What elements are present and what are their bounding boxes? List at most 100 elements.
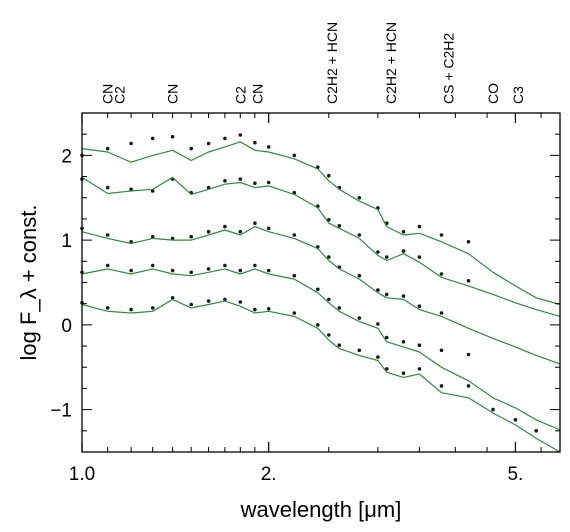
observed-data-point [266, 307, 271, 311]
axis-ticks: 1.0 2. 5. 2 1 0 −1 [50, 112, 560, 485]
observed-data-point [238, 177, 243, 181]
observed-data-point [238, 229, 243, 234]
observed-data-point [357, 233, 362, 237]
x-tick-label: 1.0 [69, 464, 95, 485]
observed-data-point [513, 418, 518, 422]
observed-data-point [439, 233, 444, 237]
observed-data-point [223, 179, 227, 183]
observed-data-point [129, 268, 133, 273]
observed-data-point [327, 218, 331, 222]
observed-data-point [466, 384, 471, 388]
observed-data-point [417, 304, 422, 309]
feature-label: C2 [232, 86, 248, 104]
y-axis-title: log F_λ + const. [16, 205, 41, 361]
x-axis-title: wavelength [μm] [240, 497, 402, 522]
observed-data-point [105, 146, 110, 151]
observed-data-point [170, 236, 175, 241]
observed-data-point [316, 287, 320, 292]
x-tick-label: 2. [261, 464, 277, 485]
observed-data-point [417, 367, 422, 371]
observed-data-point [534, 429, 538, 433]
observed-data-point [253, 140, 257, 145]
observed-data-point [150, 136, 155, 141]
observed-data-point [376, 250, 380, 254]
observed-data-point [253, 221, 257, 225]
observed-data-point [401, 229, 406, 234]
observed-data-point [384, 292, 389, 297]
observed-data-point [189, 146, 193, 151]
observed-data-point [401, 340, 406, 344]
observed-data-point [150, 263, 155, 268]
observed-data-point [384, 367, 389, 371]
observed-data-point [292, 153, 297, 158]
plot-frame [81, 112, 561, 453]
feature-label: C2H2 + HCN [324, 22, 340, 104]
observed-data-point [105, 233, 110, 237]
model-spectrum-line [81, 141, 561, 306]
observed-data-point [384, 255, 389, 259]
observed-data-point [376, 322, 380, 326]
observed-data-point [189, 302, 193, 307]
series-group [80, 133, 561, 453]
observed-data-point [105, 263, 110, 268]
observed-data-point [223, 136, 227, 141]
feature-label: CN [250, 84, 266, 104]
observed-data-point [327, 333, 331, 337]
model-spectrum-line [81, 298, 561, 453]
observed-data-point [357, 273, 362, 278]
observed-data-point [105, 306, 110, 310]
feature-label: C2H2 + HCN [383, 22, 399, 104]
observed-data-point [384, 335, 389, 340]
feature-label: CS + C2H2 [441, 33, 457, 104]
feature-label: C2 [112, 86, 128, 104]
y-tick-label: 1 [61, 231, 72, 252]
observed-data-point [417, 224, 422, 229]
observed-data-point [466, 352, 471, 357]
observed-data-point [266, 226, 271, 231]
observed-data-point [292, 233, 297, 237]
observed-data-point [466, 279, 471, 283]
observed-data-point [491, 407, 495, 412]
observed-data-point [376, 288, 380, 292]
observed-data-point [170, 134, 175, 139]
observed-data-point [253, 181, 257, 186]
observed-data-point [337, 343, 342, 348]
feature-label: CN [165, 84, 181, 104]
observed-data-point [337, 306, 342, 310]
observed-data-point [189, 270, 193, 275]
observed-data-point [316, 323, 320, 327]
observed-data-point [401, 371, 406, 376]
observed-data-point [266, 180, 271, 185]
observed-data-point [238, 268, 243, 273]
observed-data-point [266, 268, 271, 273]
feature-label: C3 [510, 86, 526, 104]
observed-data-point [129, 141, 133, 146]
observed-data-point [466, 240, 471, 244]
x-tick-label: 5. [507, 464, 523, 485]
observed-data-point [357, 196, 362, 200]
observed-data-point [337, 223, 342, 228]
observed-data-point [206, 229, 211, 234]
observed-data-point [129, 307, 133, 312]
model-spectrum-line [81, 268, 561, 431]
observed-data-point [292, 273, 297, 278]
observed-data-point [266, 145, 271, 149]
y-tick-label: 0 [61, 316, 72, 337]
y-tick-label: −1 [50, 401, 72, 422]
observed-data-point [150, 306, 155, 310]
observed-data-point [253, 263, 257, 268]
observed-data-point [150, 189, 155, 193]
observed-data-point [105, 185, 110, 190]
feature-label: CN [100, 84, 116, 104]
observed-data-point [357, 316, 362, 320]
model-spectrum-line [81, 226, 561, 365]
observed-data-point [150, 234, 155, 239]
observed-data-point [206, 267, 211, 271]
observed-data-point [223, 263, 227, 268]
observed-data-point [327, 255, 331, 259]
observed-data-point [439, 311, 444, 315]
observed-data-point [206, 141, 211, 146]
observed-data-point [223, 224, 227, 229]
